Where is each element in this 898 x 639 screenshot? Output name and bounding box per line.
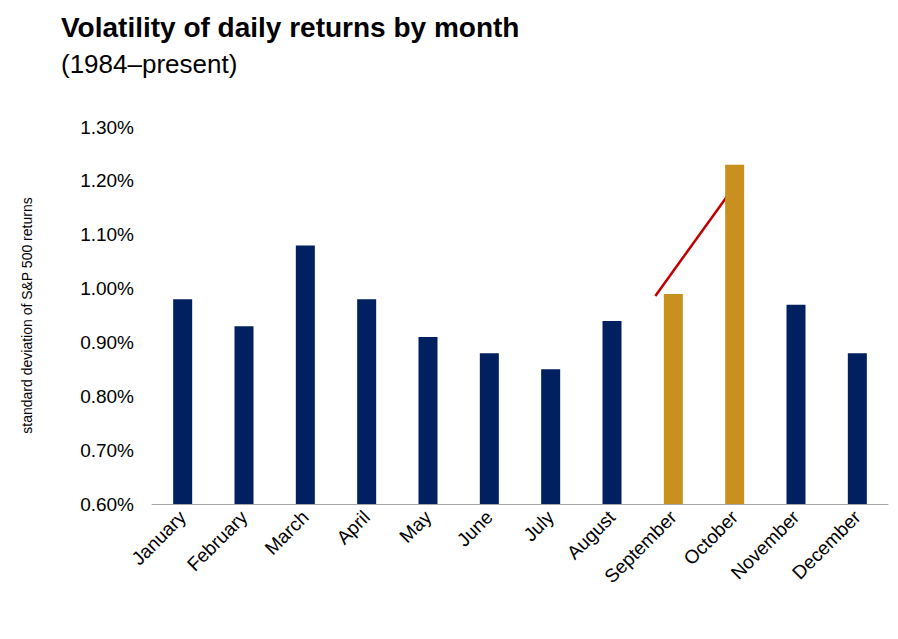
svg-text:September: September [600, 507, 681, 588]
svg-text:June: June [453, 507, 497, 551]
svg-text:May: May [395, 506, 436, 547]
svg-text:April: April [332, 507, 374, 549]
svg-text:January: January [127, 506, 190, 569]
svg-text:0.80%: 0.80% [80, 386, 134, 407]
svg-text:1.20%: 1.20% [80, 170, 134, 191]
svg-text:March: March [261, 507, 313, 559]
svg-text:0.90%: 0.90% [80, 332, 134, 353]
svg-text:0.60%: 0.60% [80, 494, 134, 515]
svg-text:Volatility of daily returns by: Volatility of daily returns by month [61, 12, 519, 43]
svg-text:December: December [788, 507, 865, 584]
svg-text:November: November [726, 506, 804, 584]
svg-text:0.70%: 0.70% [80, 440, 134, 461]
svg-text:1.10%: 1.10% [80, 224, 134, 245]
svg-text:1.30%: 1.30% [80, 117, 134, 138]
svg-text:July: July [519, 506, 558, 545]
svg-text:1.00%: 1.00% [80, 278, 134, 299]
svg-text:October: October [679, 507, 742, 570]
svg-text:August: August [563, 506, 620, 563]
svg-text:February: February [183, 506, 252, 575]
svg-text:standard deviation of S&P 500: standard deviation of S&P 500 returns [19, 197, 35, 433]
svg-text:(1984–present): (1984–present) [61, 49, 237, 79]
